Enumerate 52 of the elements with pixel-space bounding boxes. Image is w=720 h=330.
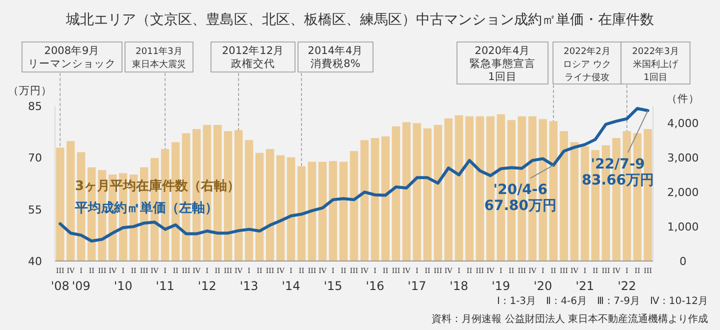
- bar: [244, 140, 254, 261]
- bar: [360, 140, 369, 261]
- bar: [570, 142, 578, 261]
- bar: [297, 166, 306, 261]
- bar: [402, 122, 411, 261]
- bar: [392, 126, 400, 261]
- bar: [308, 162, 316, 261]
- bar: [381, 136, 390, 261]
- text: 2020年4月緊急事態宣言1回目: [470, 45, 536, 83]
- bar: [560, 131, 568, 261]
- y2-tick-label: 4,000: [667, 117, 699, 130]
- y2-tick-label: 2,000: [667, 186, 699, 200]
- bar: [66, 141, 75, 261]
- bar: [454, 115, 464, 261]
- bar: [350, 151, 358, 261]
- bar: [370, 138, 380, 261]
- bar: [255, 152, 264, 261]
- chart-title: 城北エリア（文京区、豊島区、北区、板橋区、練馬区）中古マンション成約㎡単価・在庫件数: [65, 12, 654, 28]
- text: 2012年12月政権交代: [222, 45, 284, 70]
- bar: [286, 157, 296, 261]
- bar: [56, 148, 64, 261]
- series-label: 平均成約㎡単価（左軸）: [74, 201, 218, 216]
- y-tick-label: 55: [28, 203, 42, 216]
- text: Ⅰ : 1-3月 Ⅱ : 4-6月 Ⅲ : 7-9月 Ⅳ : 10-12月: [497, 296, 708, 307]
- y2-tick-label: 0: [680, 255, 686, 268]
- y2-axis-title: （件）: [666, 93, 700, 105]
- y-axis-title: （万円）: [8, 85, 52, 97]
- bar: [476, 116, 484, 261]
- bar: [412, 123, 422, 261]
- bar: [434, 124, 442, 261]
- y2-tick-label: 3,000: [667, 152, 699, 165]
- bar: [339, 162, 348, 261]
- text: 2008年9月リーマンショック: [28, 45, 116, 70]
- y-tick-label: 85: [28, 100, 42, 113]
- y2-tick-label: 1,000: [667, 220, 699, 234]
- bar: [444, 118, 453, 261]
- text: 資料：月例速報 公益財団法人 東日本不動産流通機構より作成: [432, 313, 708, 325]
- data-label: '22/7-9 83.66万円: [582, 156, 654, 189]
- data-label: '20/4-6 67.80万円: [484, 182, 557, 214]
- bar: [234, 130, 243, 261]
- text: 2022年3月米国利上げ1回目: [632, 46, 679, 83]
- bar: [276, 155, 285, 261]
- y-tick-label: 70: [28, 152, 42, 165]
- bar: [423, 128, 432, 261]
- bar: [318, 162, 327, 261]
- y-tick-label: 40: [28, 255, 42, 268]
- text: 2022年2月ロシア ウクライナ侵攻: [563, 46, 611, 83]
- bar: [328, 161, 338, 261]
- bar: [465, 116, 474, 261]
- text: 2011年3月東日本大震災: [132, 46, 186, 70]
- text: 2014年4月消費税8%: [308, 45, 364, 70]
- bar: [266, 149, 274, 261]
